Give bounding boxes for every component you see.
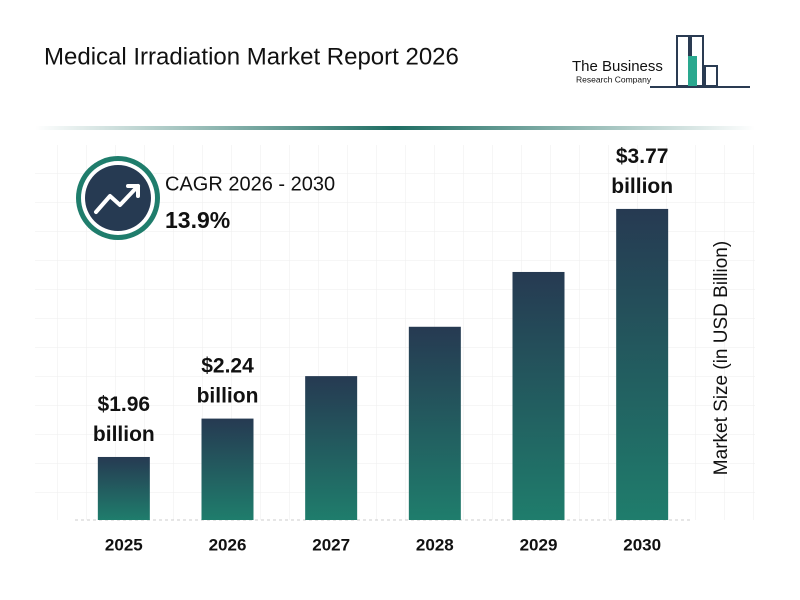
icon-arrow <box>94 184 140 214</box>
x-tick-label: 2026 <box>209 535 247 554</box>
y-axis-label: Market Size (in USD Billion) <box>711 241 732 475</box>
logo-bar <box>676 35 690 87</box>
bar <box>305 376 358 520</box>
value-label-line: $1.96 <box>98 393 151 416</box>
value-label-line: $3.77 <box>616 144 669 167</box>
icon-core <box>85 165 151 231</box>
value-label: $1.96 billion <box>93 393 155 446</box>
logo-bar <box>688 56 697 86</box>
logo-bar <box>704 65 718 87</box>
x-tick-label: 2025 <box>105 535 143 554</box>
icon-arrowhead <box>126 184 140 198</box>
value-label-line: $2.24 <box>201 354 254 377</box>
logo-text: The Business <box>572 58 663 75</box>
bar <box>97 456 150 520</box>
value-label-line: billion <box>93 423 155 446</box>
value-label: $2.24 billion <box>197 354 259 407</box>
x-tick-label: 2029 <box>520 535 558 554</box>
value-label: $3.77 billion <box>611 144 673 197</box>
x-tick-label: 2027 <box>312 535 350 554</box>
x-tick-label: 2028 <box>416 535 454 554</box>
bar <box>616 208 669 521</box>
logo-subtext: Research Company <box>576 74 652 84</box>
x-tick-label: 2030 <box>623 535 661 554</box>
cagr-icon <box>76 156 160 240</box>
cagr-label: CAGR 2026 - 2030 <box>165 173 335 195</box>
cagr-value: 13.9% <box>165 207 230 233</box>
chart-title: Medical Irradiation Market Report 2026 <box>44 43 459 70</box>
divider <box>35 126 755 130</box>
value-label-line: billion <box>611 174 673 197</box>
bar <box>512 271 565 520</box>
logo: The Business Research Company <box>572 35 750 88</box>
bar <box>408 326 461 520</box>
bar <box>201 418 254 520</box>
value-label-line: billion <box>197 384 259 407</box>
